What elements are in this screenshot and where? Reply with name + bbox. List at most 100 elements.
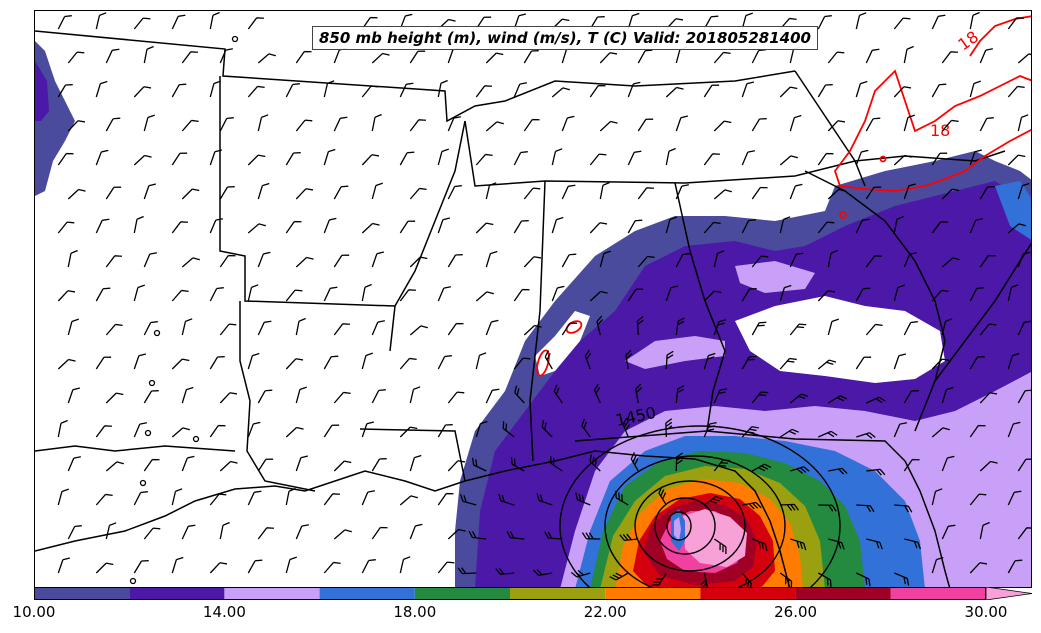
wind-barb — [361, 559, 376, 574]
wind-barb — [95, 218, 110, 234]
wind-barb — [513, 151, 528, 166]
wind-barb — [541, 420, 553, 438]
wind-barb — [513, 82, 527, 98]
wind-barb — [1017, 251, 1031, 268]
colorbar-tick-label: 10.00 — [12, 603, 56, 621]
wind-barb — [447, 528, 466, 540]
wind-barb — [333, 185, 349, 200]
wind-barb — [285, 220, 302, 234]
wind-barb — [295, 119, 313, 132]
wind-barb — [409, 187, 427, 200]
wind-barb — [333, 529, 352, 540]
wind-barb — [865, 186, 882, 200]
wind-barb — [675, 253, 690, 268]
wind-barb — [181, 257, 200, 268]
wind-barb — [637, 255, 655, 268]
wind-shade-level-14-patch2 — [735, 261, 815, 293]
wind-barb — [181, 455, 195, 472]
wind-barb — [979, 323, 997, 336]
wind-barb — [979, 254, 996, 268]
wind-barb — [1017, 182, 1030, 200]
wind-barb — [581, 532, 601, 540]
wind-barb — [67, 51, 85, 64]
texas-border — [35, 445, 236, 452]
wind-barb — [247, 17, 264, 30]
calm-wind-marker — [231, 35, 239, 43]
wind-barb — [67, 456, 81, 472]
wind-barb — [855, 80, 868, 98]
wind-speed-shading — [35, 41, 1031, 587]
colorbar-segment — [129, 587, 225, 600]
wind-barb — [817, 15, 832, 30]
wind-barb — [609, 572, 629, 581]
wind-barb — [536, 493, 553, 506]
wind-barb — [475, 420, 488, 438]
wind-barb — [700, 572, 708, 587]
wind-barb — [447, 254, 463, 268]
wind-barb — [209, 356, 225, 370]
wind-barb — [931, 152, 948, 166]
wind-barb — [1017, 320, 1031, 336]
wind-barb — [893, 215, 904, 234]
wind-barb — [1007, 223, 1026, 234]
wind-barb — [57, 221, 75, 234]
wind-barb — [893, 154, 912, 166]
wind-barb — [561, 253, 577, 268]
wind-barb — [67, 120, 86, 132]
wind-barb — [703, 495, 723, 506]
wind-barb — [209, 287, 224, 302]
colorbar-tick-label: 26.00 — [774, 603, 818, 621]
wind-barb — [575, 492, 591, 506]
wind-barb — [219, 48, 233, 64]
colorbar-tick-label: 18.00 — [393, 603, 437, 621]
wind-barb — [67, 188, 86, 200]
wind-barb — [627, 150, 642, 166]
wind-barb — [713, 459, 731, 472]
calm-wind-marker — [153, 329, 161, 337]
wind-barb — [931, 358, 950, 370]
wind-barb — [57, 84, 73, 98]
wind-barb — [827, 120, 846, 132]
wind-barb — [219, 392, 238, 404]
wind-barb — [513, 220, 529, 234]
wind-barb — [399, 357, 417, 370]
colorbar-segment — [890, 587, 986, 600]
wind-barb — [506, 531, 525, 540]
border-florida-panhandle — [574, 430, 906, 462]
wind-barb — [675, 184, 689, 200]
wind-barb — [371, 52, 390, 64]
wind-barb — [931, 556, 944, 574]
wind-barb — [323, 561, 341, 574]
wind-barb — [855, 149, 869, 166]
wind-barb — [651, 572, 667, 586]
wind-barb — [409, 454, 422, 472]
temperature-label-2: 18 — [930, 121, 950, 140]
wind-barb — [523, 50, 539, 64]
wind-barb — [827, 188, 846, 200]
height-contours — [559, 425, 841, 587]
wind-barb — [514, 385, 525, 404]
wind-barb — [371, 182, 383, 200]
wind-barb — [635, 383, 642, 404]
wind-barb — [665, 350, 674, 370]
wind-barb — [818, 430, 838, 438]
border-louisiana — [239, 301, 316, 492]
wind-barb — [789, 114, 802, 132]
wind-barb — [855, 12, 867, 30]
wind-barb — [95, 493, 113, 506]
wind-barb — [570, 569, 591, 578]
wind-barb — [866, 468, 886, 476]
wind-barb — [295, 455, 309, 472]
wind-barb — [789, 323, 807, 336]
wind-barb — [855, 287, 871, 302]
wind-barb — [323, 493, 340, 506]
wind-barb — [931, 221, 948, 234]
wind-barb — [523, 118, 540, 132]
wind-barb — [95, 287, 111, 302]
wind-barb — [437, 148, 449, 166]
wind-barb — [589, 222, 608, 234]
wind-barb — [437, 355, 452, 370]
wind-barb — [551, 148, 563, 166]
wind-barb — [295, 188, 314, 200]
wind-barb — [969, 80, 981, 98]
